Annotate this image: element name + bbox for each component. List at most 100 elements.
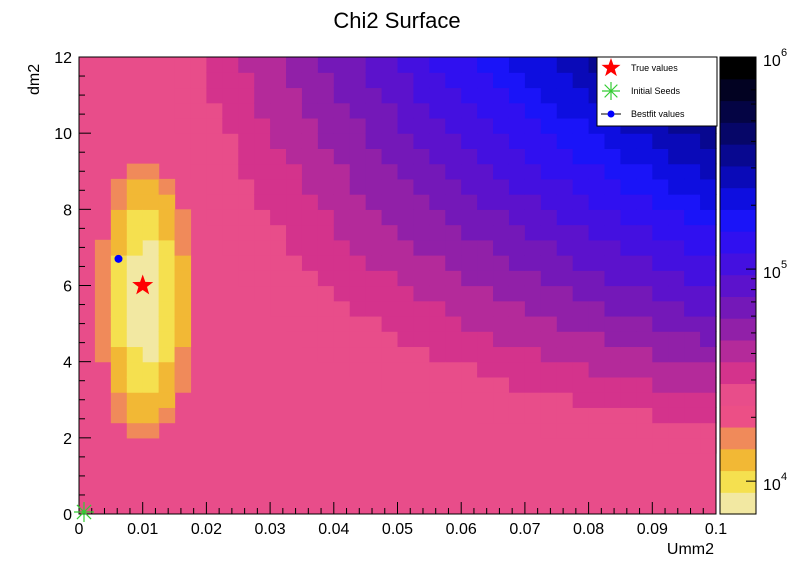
heatmap-cell — [540, 285, 558, 302]
heatmap-cell — [668, 178, 685, 195]
heatmap-cell — [604, 194, 622, 210]
heatmap-cell — [413, 163, 430, 180]
heatmap-cell — [700, 178, 717, 195]
heatmap-cell — [365, 163, 383, 180]
heatmap-cell — [381, 133, 399, 149]
legend-label: True values — [631, 63, 678, 73]
color-scale-exponent: 4 — [781, 471, 787, 483]
heatmap-cell — [222, 163, 239, 180]
heatmap-cell — [381, 239, 399, 256]
heatmap-cell — [556, 72, 574, 89]
heatmap-cell — [270, 102, 287, 119]
legend-star-icon — [601, 58, 621, 77]
heatmap-cell — [636, 255, 653, 271]
heatmap-cell — [700, 270, 717, 287]
heatmap-cell — [445, 209, 462, 226]
heatmap-cell — [142, 209, 160, 226]
heatmap-cell — [126, 209, 144, 226]
heatmap-cell — [174, 376, 192, 393]
heatmap-cell — [206, 133, 223, 149]
heatmap-cell — [397, 117, 415, 134]
heatmap-cell — [540, 361, 558, 378]
heatmap-cell — [461, 346, 478, 363]
heatmap-cell — [493, 270, 510, 287]
heatmap-cell — [222, 209, 239, 226]
heatmap-cell — [301, 72, 319, 89]
heatmap-cell — [254, 72, 271, 89]
heatmap-cell — [461, 117, 478, 134]
heatmap-cell — [333, 346, 351, 363]
heatmap-cell — [397, 209, 415, 226]
heatmap-cell — [286, 239, 303, 256]
heatmap-cell — [493, 102, 510, 119]
heatmap-cell — [317, 239, 335, 256]
heatmap-cell — [413, 194, 430, 210]
heatmap-cell — [238, 117, 255, 134]
heatmap-cell — [254, 87, 271, 104]
heatmap-cell — [588, 315, 606, 332]
heatmap-cell — [604, 422, 622, 439]
heatmap-cell — [286, 57, 303, 73]
heatmap-cell — [700, 163, 717, 180]
heatmap-cell — [508, 315, 526, 332]
heatmap-cell — [620, 224, 637, 241]
heatmap-cell — [365, 133, 383, 149]
heatmap-cell — [317, 87, 335, 104]
heatmap-cell — [301, 270, 319, 287]
heatmap-cell — [700, 376, 717, 393]
heatmap-cell — [668, 239, 685, 256]
heatmap-cell — [636, 239, 653, 256]
heatmap-cell — [429, 239, 446, 256]
heatmap-cell — [588, 422, 606, 439]
heatmap-cell — [333, 209, 351, 226]
legend: True values Initial Seeds Bestfit values — [596, 56, 718, 127]
heatmap-cell — [238, 270, 255, 287]
heatmap-cell — [333, 194, 351, 210]
heatmap-cell — [540, 102, 558, 119]
heatmap-cell — [700, 407, 717, 424]
heatmap-cell — [286, 72, 303, 89]
heatmap-cell — [477, 315, 494, 332]
heatmap-cell — [349, 102, 367, 119]
heatmap-cell — [620, 392, 637, 408]
heatmap-cell — [158, 178, 176, 195]
heatmap-cell — [493, 87, 510, 104]
heatmap-cell — [413, 239, 430, 256]
heatmap-cell — [158, 346, 176, 363]
heatmap-cell — [254, 117, 271, 134]
heatmap-cell — [381, 331, 399, 348]
heatmap-cell — [493, 148, 510, 165]
heatmap-cell — [493, 331, 510, 348]
heatmap-cell — [524, 57, 542, 73]
heatmap-cell — [493, 224, 510, 241]
heatmap-cell — [365, 361, 383, 378]
heatmap-cell — [477, 224, 494, 241]
heatmap-cell — [429, 194, 446, 210]
heatmap-cell — [588, 331, 606, 348]
heatmap-cell — [524, 102, 542, 119]
heatmap-cell — [556, 422, 574, 439]
heatmap-cell — [429, 315, 446, 332]
heatmap-cell — [540, 239, 558, 256]
heatmap-cell — [540, 315, 558, 332]
heatmap-cell — [429, 163, 446, 180]
color-scale-label: 10 — [763, 53, 781, 70]
heatmap-cell — [270, 87, 287, 104]
heatmap-cell — [508, 300, 526, 317]
y-axis-title: dm2 — [26, 64, 43, 95]
heatmap-cell — [286, 224, 303, 241]
heatmap-cell — [286, 178, 303, 195]
heatmap-cell — [588, 194, 606, 210]
heatmap-cell — [588, 376, 606, 393]
heatmap-cell — [572, 422, 590, 439]
heatmap-cell — [317, 270, 335, 287]
heatmap-cell — [222, 133, 239, 149]
heatmap-cell — [94, 331, 112, 348]
heatmap-cell — [700, 194, 717, 210]
heatmap-cell — [381, 148, 399, 165]
heatmap-cell — [493, 407, 510, 424]
heatmap-cell — [190, 117, 208, 134]
heatmap-cell — [381, 270, 399, 287]
heatmap-cell — [556, 376, 574, 393]
heatmap-cell — [524, 87, 542, 104]
